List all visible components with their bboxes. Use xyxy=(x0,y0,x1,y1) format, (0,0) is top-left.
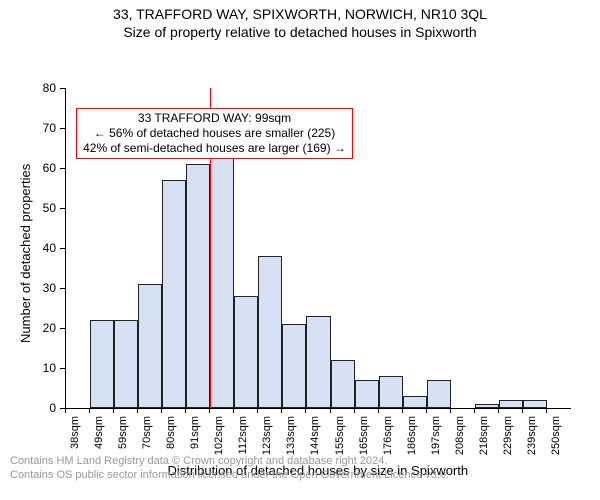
y-tick-label: 0 xyxy=(30,401,56,415)
y-tick-label: 70 xyxy=(30,121,56,135)
annotation-box: 33 TRAFFORD WAY: 99sqm← 56% of detached … xyxy=(76,108,353,159)
x-tick-mark xyxy=(522,408,523,413)
x-tick-mark xyxy=(209,408,210,413)
histogram-bar xyxy=(379,376,403,408)
annotation-line: 33 TRAFFORD WAY: 99sqm xyxy=(83,111,346,126)
x-tick-mark xyxy=(450,408,451,413)
histogram-bar xyxy=(331,360,355,408)
x-tick-mark xyxy=(281,408,282,413)
histogram-bar xyxy=(90,320,114,408)
y-tick-label: 80 xyxy=(30,81,56,95)
y-tick-label: 20 xyxy=(30,321,56,335)
x-tick-mark xyxy=(257,408,258,413)
histogram-bar xyxy=(523,400,547,408)
y-tick-label: 50 xyxy=(30,201,56,215)
histogram-bar xyxy=(475,404,499,408)
x-tick-mark xyxy=(233,408,234,413)
footer-attribution: Contains HM Land Registry data © Crown c… xyxy=(0,448,600,483)
histogram-bar xyxy=(355,380,379,408)
annotation-line: ← 56% of detached houses are smaller (22… xyxy=(83,126,346,141)
y-tick-mark xyxy=(60,288,65,289)
histogram-bar xyxy=(234,296,258,408)
x-tick-mark xyxy=(305,408,306,413)
y-tick-mark xyxy=(60,208,65,209)
histogram-bar xyxy=(499,400,523,408)
histogram-bar xyxy=(258,256,282,408)
x-tick-mark xyxy=(161,408,162,413)
y-tick-mark xyxy=(60,368,65,369)
x-tick-mark xyxy=(498,408,499,413)
annotation-line: 42% of semi-detached houses are larger (… xyxy=(83,141,346,156)
x-tick-mark xyxy=(354,408,355,413)
x-tick-mark xyxy=(137,408,138,413)
y-tick-label: 60 xyxy=(30,161,56,175)
footer-line-2: Contains OS public sector information li… xyxy=(10,468,590,482)
y-tick-mark xyxy=(60,88,65,89)
x-tick-mark xyxy=(378,408,379,413)
histogram-bar xyxy=(427,380,451,408)
x-tick-mark xyxy=(113,408,114,413)
histogram-bar xyxy=(282,324,306,408)
page-title-address: 33, TRAFFORD WAY, SPIXWORTH, NORWICH, NR… xyxy=(0,0,600,22)
y-tick-label: 40 xyxy=(30,241,56,255)
histogram-bar xyxy=(114,320,138,408)
y-tick-mark xyxy=(60,328,65,329)
x-tick-mark xyxy=(426,408,427,413)
y-tick-label: 10 xyxy=(30,361,56,375)
y-tick-mark xyxy=(60,128,65,129)
x-tick-mark xyxy=(330,408,331,413)
x-tick-mark xyxy=(402,408,403,413)
page-title-desc: Size of property relative to detached ho… xyxy=(0,22,600,40)
x-tick-mark xyxy=(546,408,547,413)
x-tick-mark xyxy=(65,408,66,413)
histogram-bar xyxy=(210,140,234,408)
footer-line-1: Contains HM Land Registry data © Crown c… xyxy=(10,454,590,468)
x-tick-mark xyxy=(474,408,475,413)
plot-area: 33 TRAFFORD WAY: 99sqm← 56% of detached … xyxy=(65,88,571,409)
y-tick-label: 30 xyxy=(30,281,56,295)
histogram-bar xyxy=(162,180,186,408)
histogram-bar xyxy=(186,164,210,408)
histogram-bar xyxy=(403,396,427,408)
x-tick-mark xyxy=(185,408,186,413)
x-tick-mark xyxy=(89,408,90,413)
y-tick-mark xyxy=(60,248,65,249)
histogram-bar xyxy=(138,284,162,408)
y-tick-mark xyxy=(60,168,65,169)
histogram-bar xyxy=(306,316,330,408)
